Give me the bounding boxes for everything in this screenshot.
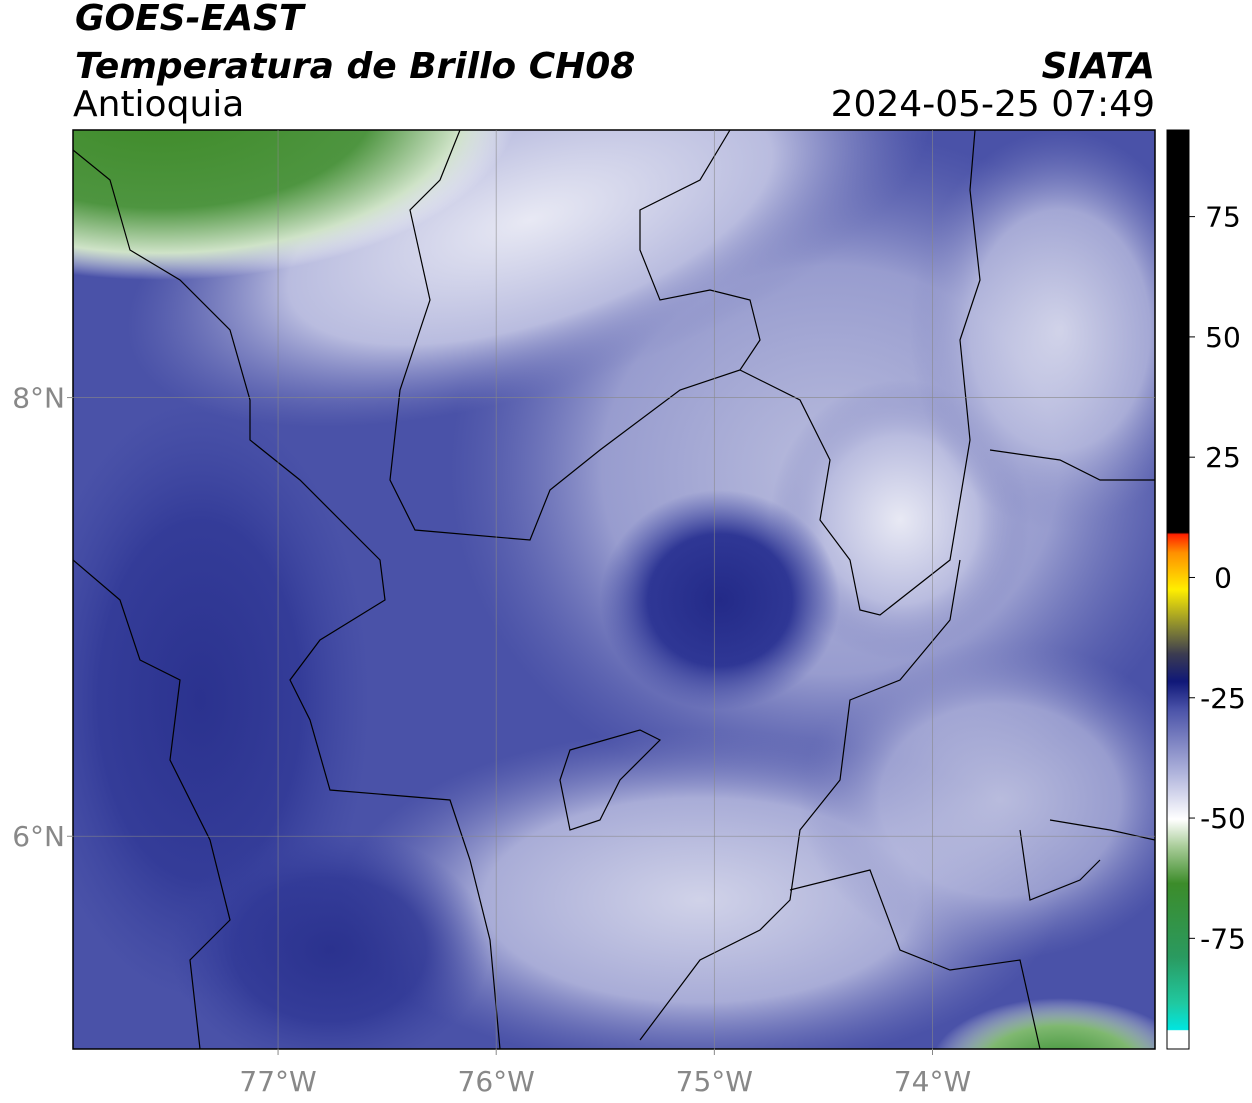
colorbar-label: 0 (1214, 561, 1232, 594)
lon-label: 76°W (458, 1065, 535, 1098)
colorbar-label: -75 (1200, 922, 1246, 955)
axes: 77°W 76°W 75°W 74°W 8°N 6°N 75 50 25 0 -25 -50 -75 (12, 130, 1246, 1098)
colorbar-label: -50 (1200, 802, 1246, 835)
product: Temperatura de Brillo CH08 (75, 46, 635, 87)
colorbar-label: -25 (1200, 682, 1246, 715)
source: SIATA (1042, 46, 1155, 87)
colorbar-label: 50 (1205, 321, 1241, 354)
map-frame (72, 129, 1156, 1050)
colorbar-label: 75 (1205, 201, 1241, 234)
datetime: 2024-05-25 07:49 (831, 84, 1155, 125)
lon-label: 75°W (676, 1065, 753, 1098)
lat-label: 8°N (12, 382, 65, 415)
region: Antioquia (73, 84, 244, 125)
lon-label: 74°W (894, 1065, 971, 1098)
colorbar (1166, 129, 1190, 1050)
lat-label: 6°N (12, 820, 65, 853)
title: GOES-EAST (75, 0, 306, 39)
satellite-image (73, 130, 1155, 1049)
boundaries (73, 130, 1155, 1049)
lon-label: 77°W (239, 1065, 316, 1098)
colorbar-label: 25 (1205, 441, 1241, 474)
